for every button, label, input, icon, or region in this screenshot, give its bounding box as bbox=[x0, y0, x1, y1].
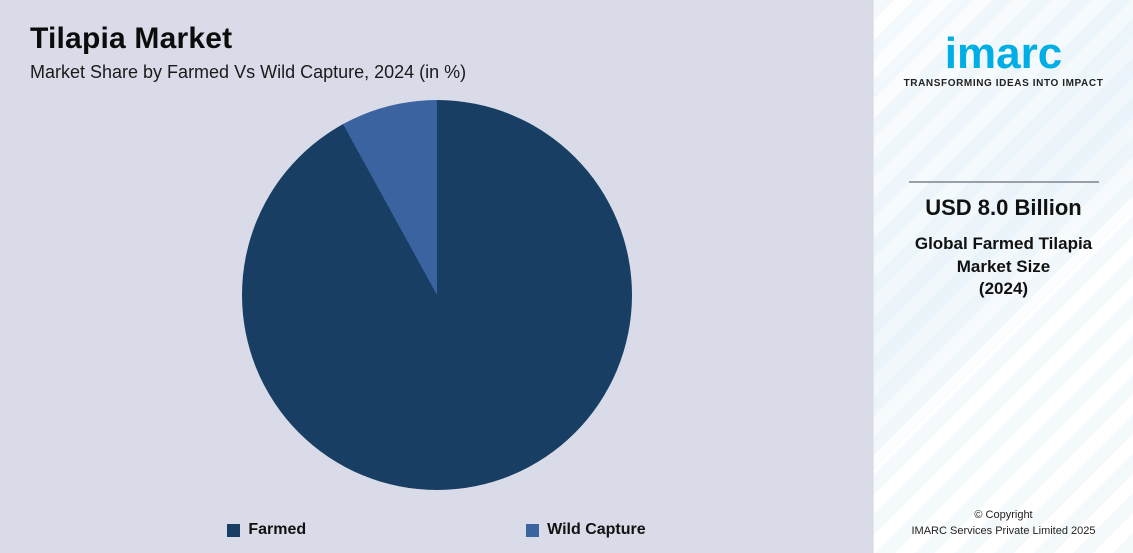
stat-value: USD 8.0 Billion bbox=[909, 195, 1099, 221]
logo-tagline: TRANSFORMING IDEAS INTO IMPACT bbox=[904, 78, 1104, 89]
chart-panel: Tilapia Market Market Share by Farmed Vs… bbox=[0, 0, 873, 553]
copyright-line-2: IMARC Services Private Limited 2025 bbox=[874, 524, 1133, 539]
stat-label-line-2: Market Size bbox=[909, 256, 1099, 279]
copyright-notice: © Copyright IMARC Services Private Limit… bbox=[874, 508, 1133, 539]
sidebar-panel: imarc TRANSFORMING IDEAS INTO IMPACT USD… bbox=[873, 0, 1133, 553]
stat-block: USD 8.0 Billion Global Farmed Tilapia Ma… bbox=[895, 181, 1113, 302]
brand-logo: imarc TRANSFORMING IDEAS INTO IMPACT bbox=[904, 34, 1104, 89]
legend-item-farmed: Farmed bbox=[227, 521, 306, 539]
stat-label-line-1: Global Farmed Tilapia bbox=[909, 233, 1099, 256]
pie-chart-container bbox=[0, 100, 873, 490]
legend-label-farmed: Farmed bbox=[248, 521, 306, 539]
stat-label: Global Farmed Tilapia Market Size (2024) bbox=[909, 233, 1099, 302]
chart-legend: Farmed Wild Capture bbox=[0, 521, 873, 539]
legend-label-wild-capture: Wild Capture bbox=[547, 521, 646, 539]
stat-label-line-3: (2024) bbox=[909, 278, 1099, 301]
legend-swatch-farmed bbox=[227, 524, 240, 537]
copyright-line-1: © Copyright bbox=[874, 508, 1133, 523]
logo-wordmark: imarc bbox=[904, 34, 1104, 74]
page-subtitle: Market Share by Farmed Vs Wild Capture, … bbox=[30, 62, 853, 83]
infographic-frame: Tilapia Market Market Share by Farmed Vs… bbox=[0, 0, 1133, 553]
legend-item-wild-capture: Wild Capture bbox=[526, 521, 646, 539]
stat-divider bbox=[909, 181, 1099, 183]
page-title: Tilapia Market bbox=[30, 22, 853, 56]
pie-chart bbox=[242, 100, 632, 490]
logo-letter: imarc bbox=[945, 29, 1062, 78]
legend-swatch-wild-capture bbox=[526, 524, 539, 537]
